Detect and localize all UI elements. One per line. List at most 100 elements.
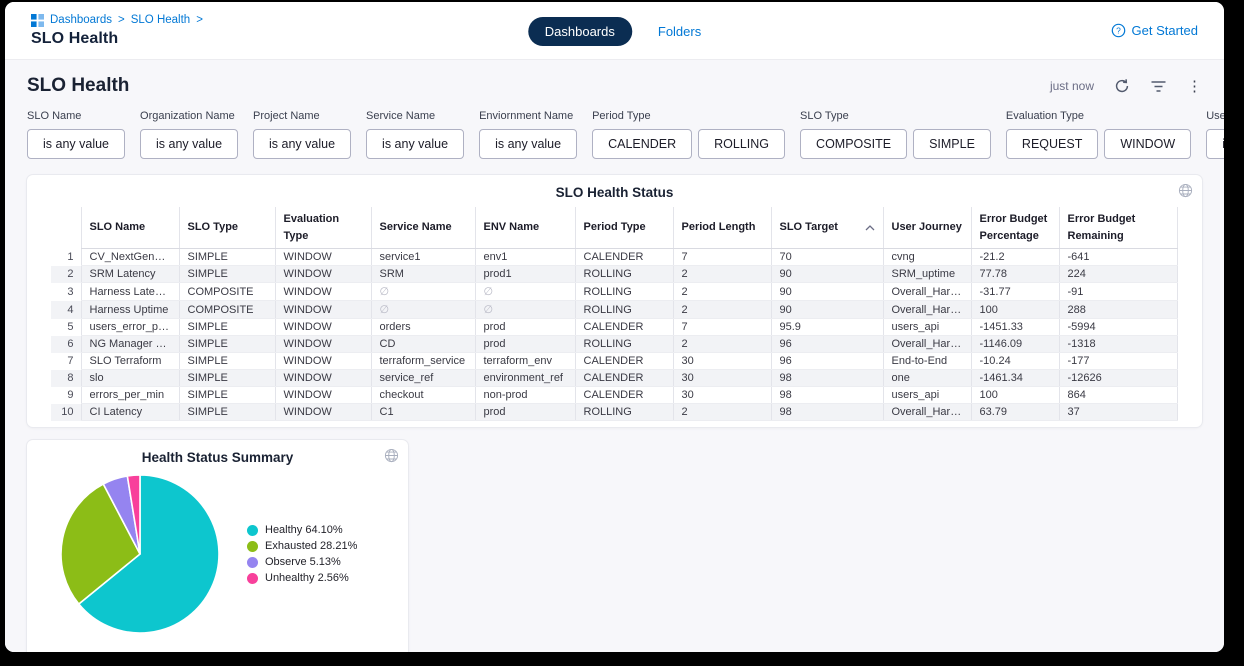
- table-cell: SRM Latency: [80, 265, 179, 283]
- filter-button-is-any-value[interactable]: is any value: [253, 129, 352, 159]
- more-options-button[interactable]: ⋮: [1187, 79, 1202, 94]
- table-cell: ∅: [474, 300, 575, 319]
- table-cell: terraform_env: [474, 352, 575, 370]
- pie-legend: Healthy 64.10% Exhausted 28.21% Observe 5.…: [247, 524, 357, 584]
- legend-dot-icon: [247, 540, 258, 552]
- table-cell: -1146.09: [970, 335, 1059, 353]
- table-cell: 864: [1058, 386, 1178, 404]
- table-row[interactable]: 3 Harness Latency COMPOSITE WINDOW ∅ ∅ ROLLING…: [51, 282, 1178, 301]
- legend-item-observe[interactable]: Observe 5.13%: [247, 556, 357, 568]
- table-cell: CALENDER: [574, 352, 673, 370]
- table-cell: cvng: [882, 248, 971, 266]
- tab-dashboards[interactable]: Dashboards: [527, 17, 632, 46]
- filter-group: Enviornment Name is any value: [479, 110, 578, 159]
- table-cell: -1461.34: [970, 369, 1059, 387]
- table-cell: 2: [672, 282, 771, 301]
- table-cell: C1: [370, 403, 475, 421]
- filter-button-request[interactable]: REQUEST: [1005, 129, 1099, 159]
- table-cell: slo: [80, 369, 179, 387]
- table-cell: CD: [370, 335, 475, 353]
- table-row[interactable]: 9 errors_per_min SIMPLE WINDOW checkout non-p…: [51, 386, 1178, 404]
- column-header-slo-name[interactable]: SLO Name: [80, 207, 179, 249]
- table-cell: 90: [770, 282, 883, 301]
- table-row[interactable]: 10 CI Latency SIMPLE WINDOW C1 prod ROLLING 2 98…: [51, 403, 1178, 421]
- column-header-user-journey[interactable]: User Journey: [882, 207, 971, 249]
- table-cell: End-to-End: [882, 352, 971, 370]
- table-cell: WINDOW: [274, 352, 371, 370]
- filter-button-calender[interactable]: CALENDER: [592, 129, 693, 159]
- filter-button-rolling[interactable]: ROLLING: [698, 129, 786, 159]
- get-started-button[interactable]: ? Get Started: [1111, 23, 1198, 38]
- table-cell: 7: [672, 318, 771, 336]
- legend-item-healthy[interactable]: Healthy 64.10%: [247, 524, 357, 536]
- table-cell: 90: [770, 300, 883, 319]
- column-header-slo-type[interactable]: SLO Type: [178, 207, 275, 249]
- column-header-error-budget-percentage[interactable]: Error Budget Percentage: [970, 207, 1059, 249]
- column-header-slo-target[interactable]: SLO Target: [770, 207, 883, 249]
- filter-button-window[interactable]: WINDOW: [1104, 129, 1192, 159]
- breadcrumb-block: Dashboards > SLO Health > SLO Health: [31, 13, 203, 48]
- table-cell: Overall_Harness: [882, 282, 971, 301]
- breadcrumb-link-slo-health[interactable]: SLO Health: [130, 14, 191, 26]
- column-header-error-budget-remaining[interactable]: Error Budget Remaining: [1058, 207, 1178, 249]
- table-row[interactable]: 8 slo SIMPLE WINDOW service_ref environment_r…: [51, 369, 1178, 387]
- column-header-period-type[interactable]: Period Type: [574, 207, 673, 249]
- table-row[interactable]: 7 SLO Terraform SIMPLE WINDOW terraform_serv…: [51, 352, 1178, 370]
- table-cell: NG Manager Latency: [80, 335, 179, 353]
- dashboard-header: SLO Health just now ⋮: [27, 60, 1202, 97]
- breadcrumb-link-dashboards[interactable]: Dashboards: [50, 14, 113, 26]
- table-cell: service1: [370, 248, 475, 266]
- health-status-summary-tile: Health Status Summary Healthy 64.10% Exha…: [27, 440, 408, 652]
- legend-item-unhealthy[interactable]: Unhealthy 2.56%: [247, 572, 357, 584]
- health-status-pie-chart[interactable]: [57, 471, 223, 637]
- table-row[interactable]: 5users_error_per_minSIMPLEWINDOWorderspr…: [51, 318, 1178, 336]
- breadcrumb: Dashboards > SLO Health >: [31, 13, 203, 27]
- dashboard-actions: just now ⋮: [1050, 78, 1202, 94]
- table-row[interactable]: 4 Harness Uptime COMPOSITE WINDOW ∅ ∅ ROLLING 2…: [51, 300, 1178, 319]
- table-cell: ROLLING: [574, 300, 673, 319]
- refresh-button[interactable]: [1114, 78, 1130, 94]
- filter-button-composite[interactable]: COMPOSITE: [800, 129, 908, 159]
- column-header-env-name[interactable]: ENV Name: [474, 207, 575, 249]
- pie-slice-exhausted[interactable]: [60, 483, 141, 605]
- filter-button-simple[interactable]: SIMPLE: [913, 129, 991, 159]
- column-header-service-name[interactable]: Service Name: [370, 207, 475, 249]
- table-cell: ∅: [370, 300, 475, 319]
- row-number: 8: [51, 369, 81, 387]
- filter-button-is-any-value[interactable]: is any value: [479, 129, 578, 159]
- filter-button-is-any-value[interactable]: is any value: [27, 129, 126, 159]
- row-number: 3: [51, 282, 81, 301]
- table-cell: terraform_service: [370, 352, 475, 370]
- table-cell: SLO Terraform: [80, 352, 179, 370]
- table-cell: 2: [672, 335, 771, 353]
- filter-bar: SLO Name is any value Organization Name is …: [27, 110, 1224, 159]
- table-cell: 224: [1058, 265, 1178, 283]
- table-row[interactable]: 6NG Manager LatencySIMPLEWINDOWCDprodROL…: [51, 335, 1178, 353]
- legend-item-exhausted[interactable]: Exhausted 28.21%: [247, 540, 357, 552]
- filter-button-is-any-value[interactable]: is any value: [1206, 129, 1224, 159]
- table-cell: prod: [474, 335, 575, 353]
- dashboard-filters-button[interactable]: [1150, 79, 1167, 93]
- legend-dot-icon: [247, 524, 258, 536]
- table-cell: 70: [770, 248, 883, 266]
- table-cell: ROLLING: [574, 282, 673, 301]
- table-cell: users_api: [882, 318, 971, 336]
- pie-slice-healthy[interactable]: [78, 474, 220, 634]
- pie-chart-area: Healthy 64.10% Exhausted 28.21% Observe 5.…: [27, 465, 408, 637]
- row-number: 7: [51, 352, 81, 370]
- table-row[interactable]: 2 SRM Latency SIMPLE WINDOW SRM prod1 ROLLING 2…: [51, 265, 1178, 283]
- filter-button-is-any-value[interactable]: is any value: [366, 129, 465, 159]
- pie-slice-unhealthy[interactable]: [126, 474, 141, 555]
- table-cell: CALENDER: [574, 248, 673, 266]
- legend-dot-icon: [247, 572, 258, 584]
- table-cell: users_error_per_min: [80, 318, 179, 336]
- column-header-period-length[interactable]: Period Length: [672, 207, 771, 249]
- table-cell: WINDOW: [274, 265, 371, 283]
- table-row[interactable]: 1 CV_NextGen_Prod SIMPLE WINDOW service1 env1…: [51, 248, 1178, 266]
- filter-label: SLO Name: [27, 110, 82, 122]
- tab-folders[interactable]: Folders: [657, 24, 702, 39]
- filter-button-is-any-value[interactable]: is any value: [140, 129, 239, 159]
- window-title: SLO Health: [31, 29, 119, 47]
- table-cell: SIMPLE: [178, 403, 275, 421]
- column-header-evaluation-type[interactable]: Evaluation Type: [274, 207, 371, 249]
